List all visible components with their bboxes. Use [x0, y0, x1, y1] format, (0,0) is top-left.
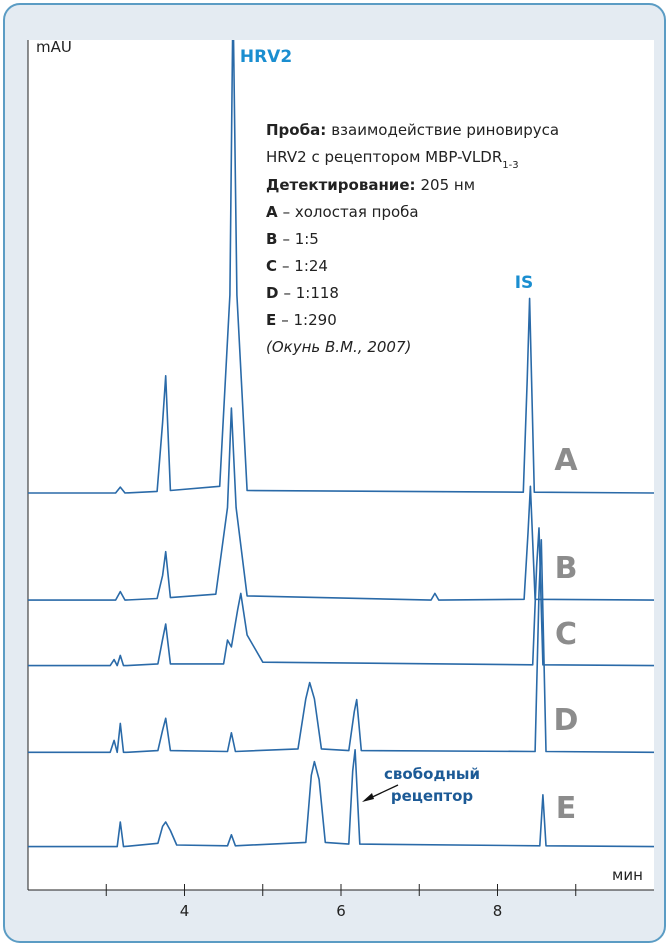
- traces: [28, 40, 654, 848]
- legend-key: A: [266, 203, 278, 221]
- annotation-line: Проба: взаимодействие риновируса: [266, 121, 559, 139]
- legend-item: E – 1:290: [266, 311, 337, 329]
- legend-item: A – холостая проба: [266, 203, 419, 221]
- legend-text: – 1:5: [282, 230, 318, 248]
- trace: [28, 40, 654, 494]
- legend: A – холостая проба B – 1:5 C – 1:24D – 1:118 E –…: [266, 203, 419, 329]
- trace-label: B: [555, 551, 578, 586]
- annotation-line: Детектирование: 205 нм: [266, 176, 475, 194]
- annotation-text: взаимодействие риновируса: [331, 121, 559, 139]
- trace: [28, 407, 654, 601]
- legend-key: D: [266, 284, 278, 302]
- peak-label: HRV2: [240, 47, 292, 67]
- annotation-label: Проба:: [266, 121, 326, 139]
- legend-item: B – 1:5: [266, 230, 319, 248]
- annotation-text: HRV2 с рецептором MBP-VLDR: [266, 148, 502, 166]
- annotation-subscript: 1-3: [502, 160, 518, 171]
- legend-text: – холостая проба: [283, 203, 419, 221]
- legend-item: D – 1:118: [266, 284, 339, 302]
- plot-area: [28, 40, 654, 890]
- trace-label: D: [554, 703, 579, 738]
- trace: [28, 527, 654, 667]
- legend-text: – 1:290: [281, 311, 337, 329]
- trace: [28, 539, 654, 754]
- peak-label: свободный: [384, 765, 480, 783]
- annotation: Проба: взаимодействие риновируса HRV2 с р…: [266, 121, 559, 356]
- trace-label: A: [554, 443, 578, 478]
- legend-text: – 1:24: [282, 257, 328, 275]
- legend-item: C – 1:24: [266, 257, 328, 275]
- annotation-line: HRV2 с рецептором MBP-VLDR1-3: [266, 148, 519, 171]
- annotation-text: 205 нм: [421, 176, 476, 194]
- x-tick-label: 4: [180, 902, 190, 920]
- legend-text: – 1:118: [283, 284, 339, 302]
- trace-label: E: [556, 791, 577, 826]
- peak-label: IS: [515, 273, 534, 293]
- legend-key: C: [266, 257, 277, 275]
- peak-label: рецептор: [391, 787, 474, 805]
- trace: [28, 749, 654, 848]
- y-axis-label: mAU: [36, 38, 72, 56]
- x-axis-label: мин: [612, 866, 643, 884]
- trace-label: C: [555, 617, 577, 652]
- legend-key: B: [266, 230, 277, 248]
- legend-key: E: [266, 311, 276, 329]
- x-tick-label: 6: [336, 902, 346, 920]
- annotation-source: (Окунь В.М., 2007): [266, 338, 411, 356]
- x-tick-label: 8: [493, 902, 503, 920]
- annotation-label: Детектирование:: [266, 176, 416, 194]
- arrow-head: [362, 793, 374, 802]
